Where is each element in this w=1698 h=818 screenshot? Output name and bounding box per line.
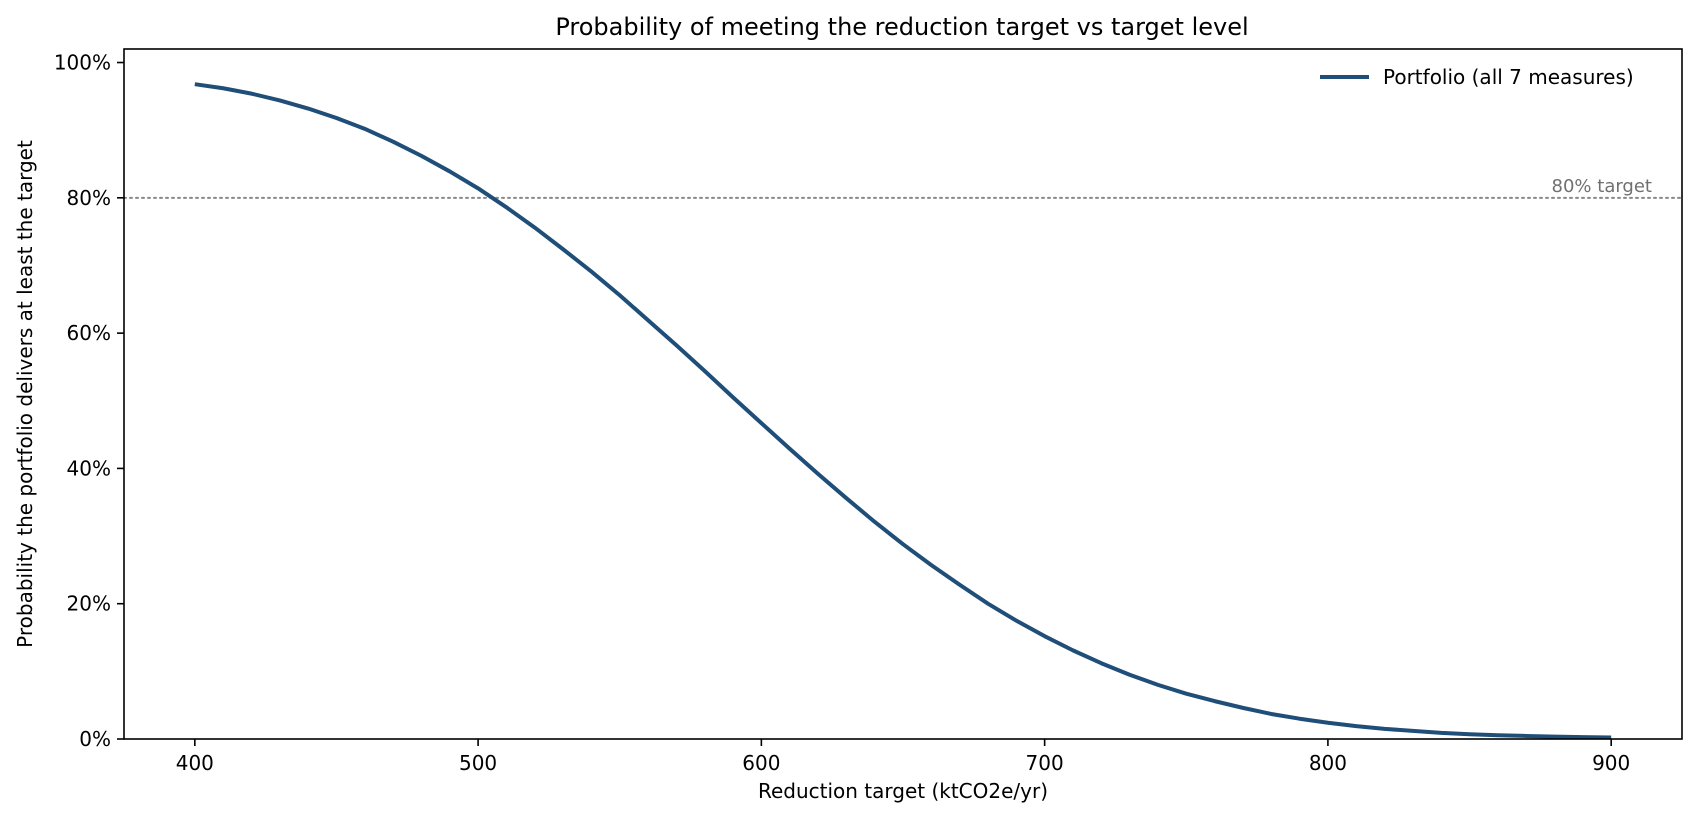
x-axis: 400 500 600 700 800 900 — [176, 739, 1630, 775]
x-tick-label: 700 — [1026, 751, 1064, 775]
x-axis-label: Reduction target (ktCO2e/yr) — [758, 779, 1048, 803]
x-tick-label: 900 — [1592, 751, 1630, 775]
y-tick-label: 100% — [54, 51, 111, 75]
y-axis: 0% 20% 40% 60% 80% 100% — [54, 51, 124, 751]
y-axis-label: Probability the portfolio delivers at le… — [13, 140, 37, 648]
series-line-0 — [194, 82, 1612, 740]
y-tick-label: 20% — [67, 592, 111, 616]
legend-label: Portfolio (all 7 measures) — [1383, 65, 1634, 89]
plot-area: 80% target — [123, 82, 1683, 740]
x-tick-label: 800 — [1309, 751, 1347, 775]
reference-line-label: 80% target — [1552, 176, 1652, 197]
y-tick-label: 80% — [67, 186, 111, 210]
y-tick-label: 0% — [79, 727, 111, 751]
y-tick-label: 60% — [67, 321, 111, 345]
x-tick-label: 600 — [742, 751, 780, 775]
legend: Portfolio (all 7 measures) — [1320, 65, 1634, 89]
x-tick-label: 500 — [459, 751, 497, 775]
chart-title: Probability of meeting the reduction tar… — [555, 13, 1248, 41]
x-tick-label: 400 — [176, 751, 214, 775]
axes-frame — [123, 48, 1683, 740]
y-tick-label: 40% — [67, 456, 111, 480]
